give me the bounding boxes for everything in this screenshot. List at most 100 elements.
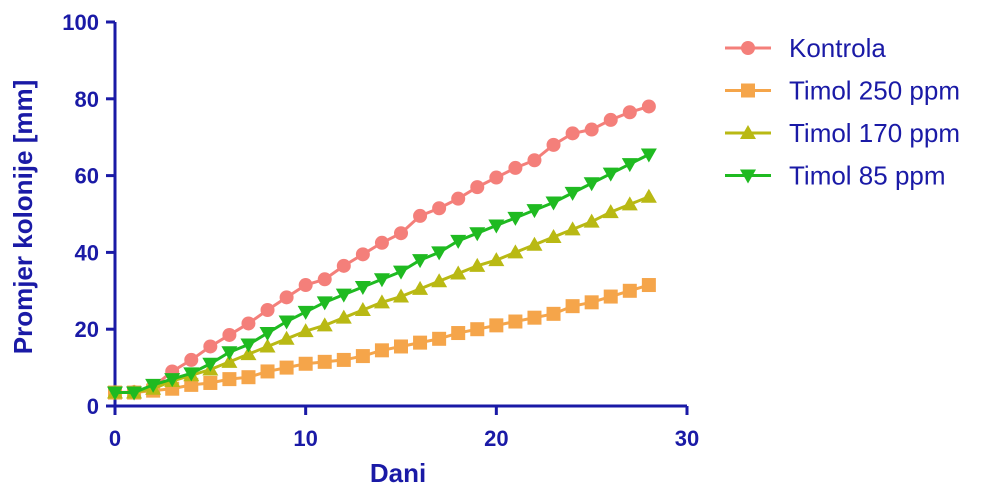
legend-item: Timol 85 ppm [725, 161, 946, 191]
data-point [240, 346, 257, 361]
data-point [279, 290, 294, 305]
data-point [451, 326, 466, 341]
data-point [508, 314, 523, 329]
data-point [432, 331, 447, 346]
data-point [184, 377, 199, 392]
data-point [527, 153, 542, 168]
data-point [621, 158, 638, 173]
data-point [278, 315, 295, 330]
data-point [546, 306, 561, 321]
y-tick-label: 20 [75, 317, 99, 342]
legend-item: Kontrola [725, 33, 886, 63]
data-point [335, 309, 352, 324]
data-point [508, 160, 523, 175]
data-point [335, 288, 352, 303]
legend-item: Timol 250 ppm [725, 76, 960, 106]
legend-label: Kontrola [789, 33, 886, 63]
data-point [584, 295, 599, 310]
data-point [221, 353, 238, 368]
data-point [373, 273, 390, 288]
y-tick-label: 40 [75, 240, 99, 265]
data-point [583, 213, 600, 228]
legend: Kontrola Timol 250 ppm Timol 170 ppm Timol … [725, 33, 960, 191]
data-point [507, 244, 524, 259]
data-point [241, 316, 256, 331]
data-point [203, 339, 218, 354]
series-2 [107, 188, 657, 399]
data-point [450, 265, 467, 280]
data-point [431, 273, 448, 288]
data-point [221, 346, 238, 361]
data-point [412, 254, 429, 269]
data-point [260, 364, 275, 379]
data-point [412, 280, 429, 295]
data-point [126, 386, 143, 401]
data-point [317, 354, 332, 369]
data-point [431, 246, 448, 261]
data-point [336, 352, 351, 367]
data-point [297, 305, 314, 320]
data-point [602, 167, 619, 182]
data-point [393, 288, 409, 303]
y-tick-label: 0 [87, 394, 99, 419]
data-point [640, 148, 657, 163]
data-point [241, 370, 256, 385]
data-point [488, 252, 505, 267]
data-point [374, 235, 389, 250]
data-point [394, 339, 408, 354]
series-3 [107, 148, 657, 401]
data-point [489, 318, 504, 333]
data-point [183, 367, 200, 382]
data-point [564, 186, 581, 201]
axes [106, 20, 689, 415]
y-tick-label: 100 [62, 10, 99, 35]
data-point [355, 349, 370, 364]
legend-label: Timol 85 ppm [789, 161, 946, 191]
data-point [298, 356, 313, 371]
x-tick-label: 10 [293, 426, 317, 451]
legend-marker [741, 41, 755, 55]
data-point [526, 204, 543, 219]
legend-marker [740, 169, 756, 184]
data-point [107, 386, 123, 401]
data-point [336, 258, 351, 273]
data-point [413, 335, 428, 350]
data-point [641, 99, 656, 114]
data-point [164, 373, 181, 388]
data-point [413, 208, 428, 223]
data-point [432, 201, 447, 216]
y-tick-label: 80 [75, 87, 99, 112]
legend-item: Timol 170 ppm [725, 118, 960, 148]
data-point [451, 191, 466, 206]
x-tick-label: 0 [109, 426, 121, 451]
data-point [260, 303, 275, 317]
legend-marker [740, 125, 756, 139]
data-point [469, 227, 486, 242]
tick-labels: 0 10 20 30 0 20 40 60 80 100 [62, 10, 699, 451]
y-axis-label: Promjer kolonije [mm] [8, 80, 38, 355]
data-point [240, 338, 257, 353]
data-point [622, 283, 637, 298]
legend-label: Timol 250 ppm [789, 76, 960, 106]
data-point [373, 294, 390, 309]
data-point [222, 372, 237, 387]
data-point [603, 112, 618, 127]
data-point [622, 105, 637, 120]
data-point [279, 360, 294, 375]
legend-label: Timol 170 ppm [789, 118, 960, 148]
data-point [202, 357, 219, 372]
data-point [394, 226, 408, 241]
data-point [546, 137, 561, 152]
legend-marker [741, 83, 755, 98]
data-point [354, 302, 371, 316]
data-point [621, 196, 638, 211]
data-point [470, 322, 485, 337]
data-point [488, 219, 505, 234]
data-point [316, 296, 333, 311]
data-point [526, 236, 543, 251]
series-layer [107, 99, 657, 401]
data-point [583, 177, 600, 192]
x-tick-label: 30 [675, 426, 699, 451]
data-point [489, 170, 504, 185]
